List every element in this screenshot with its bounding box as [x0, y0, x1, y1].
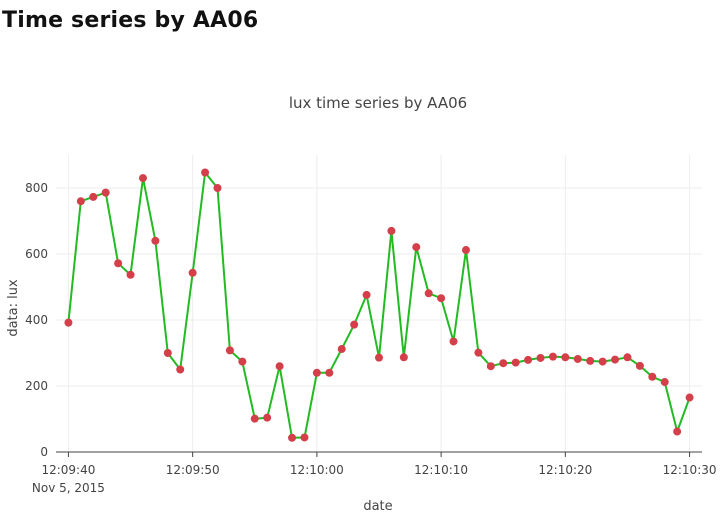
data-point[interactable] — [64, 318, 73, 327]
data-point[interactable] — [201, 168, 210, 177]
tick-labels: 0 200 400 600 800 12:09:40 Nov 5, 2015 12:09:50… — [25, 181, 716, 495]
data-point[interactable] — [151, 236, 160, 245]
data-point[interactable] — [511, 358, 520, 367]
data-point[interactable] — [263, 413, 272, 422]
data-point[interactable] — [611, 355, 620, 364]
data-point[interactable] — [350, 320, 359, 329]
page-heading: Time series by AA06 — [2, 8, 259, 33]
data-point[interactable] — [524, 355, 533, 364]
x-tick-label: 12:10:10 — [414, 463, 468, 477]
data-point[interactable] — [499, 359, 508, 368]
data-point[interactable] — [673, 427, 682, 436]
y-tick-label: 800 — [25, 181, 48, 195]
y-tick-label: 200 — [25, 379, 48, 393]
grid-lines — [56, 155, 702, 452]
x-tick-label: 12:10:30 — [663, 463, 717, 477]
data-point[interactable] — [325, 368, 334, 377]
series-layer — [64, 168, 694, 442]
data-point[interactable] — [474, 348, 483, 357]
y-axis-title: data: lux — [6, 279, 21, 337]
data-point[interactable] — [387, 226, 396, 235]
data-point[interactable] — [337, 345, 346, 354]
data-point[interactable] — [288, 433, 297, 442]
data-point[interactable] — [89, 192, 98, 201]
data-point[interactable] — [548, 352, 557, 361]
series-line — [67, 171, 691, 439]
data-point[interactable] — [163, 349, 172, 357]
y-tick-label: 400 — [25, 313, 48, 327]
data-point[interactable] — [300, 433, 309, 442]
data-point[interactable] — [486, 362, 495, 371]
x-tick-sublabel: Nov 5, 2015 — [32, 481, 105, 495]
data-point[interactable] — [312, 368, 321, 377]
data-point[interactable] — [685, 393, 694, 402]
data-point[interactable] — [188, 268, 197, 277]
data-point[interactable] — [623, 353, 632, 362]
x-axis-title: date — [363, 499, 392, 514]
x-tick-label: 12:09:50 — [166, 463, 220, 477]
data-point[interactable] — [561, 353, 570, 362]
data-point[interactable] — [225, 346, 234, 355]
x-tick-label: 12:10:00 — [290, 463, 344, 477]
chart-title: lux time series by AA06 — [289, 94, 467, 112]
data-point[interactable] — [114, 259, 123, 268]
data-point[interactable] — [176, 365, 185, 374]
x-tick-label: 12:10:20 — [538, 463, 592, 477]
data-point[interactable] — [275, 362, 284, 371]
x-tick-label: 12:09:40 — [41, 463, 95, 477]
data-point[interactable] — [598, 357, 607, 366]
data-point[interactable] — [648, 372, 657, 381]
data-point[interactable] — [449, 337, 458, 346]
data-point[interactable] — [412, 243, 421, 252]
data-point[interactable] — [76, 197, 85, 206]
data-point[interactable] — [437, 294, 446, 303]
data-point[interactable] — [399, 353, 408, 362]
data-point[interactable] — [101, 188, 110, 197]
data-point[interactable] — [660, 378, 669, 387]
data-point[interactable] — [635, 361, 644, 370]
data-point[interactable] — [250, 414, 259, 423]
y-tick-label: 600 — [25, 247, 48, 261]
data-point[interactable] — [238, 357, 247, 366]
y-tick-label: 0 — [40, 445, 48, 459]
axes — [56, 451, 702, 457]
data-point[interactable] — [573, 354, 582, 363]
data-point[interactable] — [586, 356, 595, 365]
data-point[interactable] — [424, 289, 433, 298]
data-point[interactable] — [536, 353, 545, 362]
data-point[interactable] — [213, 184, 222, 192]
data-point[interactable] — [362, 290, 371, 299]
data-point[interactable] — [126, 270, 135, 279]
data-point[interactable] — [461, 246, 470, 255]
data-point[interactable] — [375, 353, 383, 362]
data-point[interactable] — [138, 174, 147, 183]
